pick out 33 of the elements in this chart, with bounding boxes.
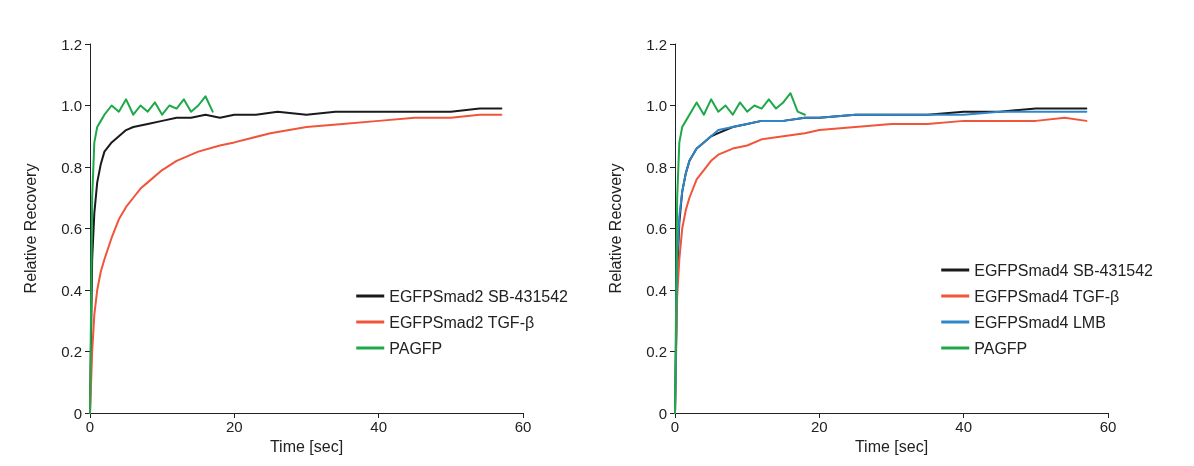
y-tick-label: 0.2: [646, 343, 667, 360]
y-tick-label: 0.8: [646, 158, 667, 176]
x-tick-label: 60: [514, 418, 532, 435]
y-tick-label: 0.8: [61, 158, 82, 176]
x-axis-title: Time [sec]: [854, 438, 929, 456]
y-tick-label: 1.2: [61, 35, 82, 53]
x-tick-label: 20: [225, 418, 243, 435]
x-tick-label: 0: [85, 418, 95, 435]
x-tick-label: 60: [1099, 418, 1117, 435]
x-tick-label: 40: [955, 418, 973, 435]
legend-label: EGFPSmad4 TGF-β: [974, 287, 1120, 305]
legend-label: EGFPSmad4 SB-431542: [974, 261, 1154, 279]
y-tick-label: 1.0: [646, 97, 667, 114]
x-tick-label: 20: [810, 418, 828, 435]
y-tick-label: 0.6: [646, 220, 667, 237]
x-tick-label: 0: [670, 418, 680, 435]
y-axis-title: Relative Recovery: [21, 163, 39, 294]
y-tick-label: 1.2: [646, 35, 667, 53]
y-tick-label: 0: [73, 404, 82, 422]
legend-label: PAGFP: [389, 339, 443, 357]
legend-label: EGFPSmad4 LMB: [974, 313, 1106, 331]
y-tick-label: 0.4: [61, 281, 82, 299]
y-tick-label: 0.4: [646, 281, 667, 299]
y-tick-label: 0.6: [61, 220, 82, 237]
y-axis-title: Relative Recovery: [606, 163, 624, 294]
y-tick-label: 0: [658, 404, 667, 422]
legend-label: EGFPSmad2 TGF-β: [389, 313, 535, 331]
y-tick-label: 1.0: [61, 97, 82, 114]
legend-label: EGFPSmad2 SB-431542: [389, 287, 569, 305]
y-tick-label: 0.2: [61, 343, 82, 360]
x-axis-title: Time [sec]: [269, 438, 344, 456]
x-tick-label: 40: [370, 418, 388, 435]
legend-label: PAGFP: [974, 339, 1028, 357]
